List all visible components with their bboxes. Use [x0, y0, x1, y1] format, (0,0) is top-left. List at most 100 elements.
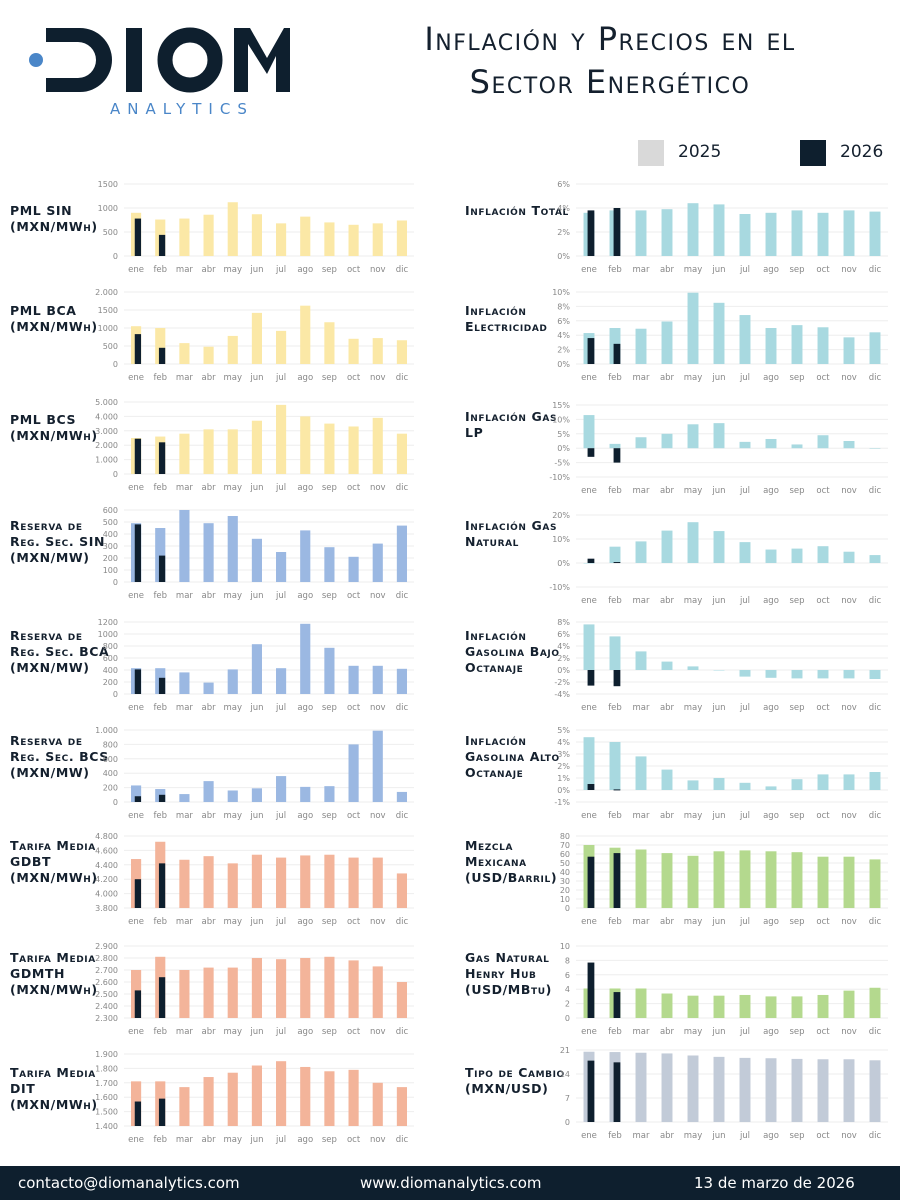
x-tick-label: mar [176, 373, 193, 383]
x-tick-label: jul [275, 373, 286, 383]
x-tick-label: jul [739, 917, 750, 927]
x-tick-label: jul [739, 1027, 750, 1037]
x-tick-label: mar [633, 703, 650, 713]
chart-label-line: Reserva de [10, 628, 83, 643]
y-tick-label: 1.800 [95, 1064, 118, 1073]
header: ANALYTICS Inflación y Precios en el Sect… [0, 0, 900, 130]
bar-2025 [227, 516, 238, 582]
x-tick-label: mar [633, 265, 650, 275]
bar-2025 [713, 302, 725, 364]
bar-2026 [613, 1062, 621, 1122]
x-tick-label: nov [841, 486, 857, 496]
bar-2025 [791, 852, 803, 908]
bar-2025 [179, 218, 190, 256]
bar-2026 [613, 562, 621, 564]
x-tick-label: sep [789, 265, 804, 275]
bar-2025 [251, 854, 262, 908]
bar-2025 [765, 549, 777, 563]
x-tick-label: oct [347, 483, 361, 493]
x-tick-label: may [684, 811, 703, 821]
chart-label-line: GDMTH [10, 966, 66, 981]
x-tick-label: oct [816, 917, 830, 927]
y-tick-label: 8% [557, 618, 570, 627]
bar-2026 [587, 338, 595, 364]
y-tick-label: 1.700 [95, 1079, 118, 1088]
x-tick-label: jul [275, 1135, 286, 1145]
footer-website[interactable]: www.diomanalytics.com [360, 1174, 542, 1192]
x-tick-label: sep [322, 591, 337, 601]
y-tick-label: 5% [557, 726, 570, 735]
bar-2025 [276, 1061, 287, 1126]
y-tick-label: 300 [103, 542, 118, 551]
chart-label-line: Tarifa Media [10, 838, 96, 853]
footer-email[interactable]: contacto@diomanalytics.com [18, 1174, 240, 1192]
bar-2025 [869, 448, 881, 449]
x-tick-label: oct [816, 703, 830, 713]
chart-label-line: Gasolina Alto [465, 749, 560, 764]
x-tick-label: mar [176, 811, 193, 821]
chart-label-line: Tarifa Media [10, 950, 96, 965]
bar-2026 [613, 208, 621, 256]
x-tick-label: ago [763, 917, 779, 927]
x-tick-label: nov [370, 483, 386, 493]
x-tick-label: jul [275, 591, 286, 601]
bar-2025 [131, 785, 142, 802]
bar-2025 [843, 337, 855, 364]
bar-2025 [661, 853, 673, 908]
chart-label-line: LP [465, 425, 484, 440]
bar-2025 [713, 670, 725, 671]
y-tick-label: 5.000 [95, 398, 118, 407]
chart-label-line: Inflación Gas [465, 409, 558, 424]
bar-2025 [348, 744, 359, 802]
bar-2025 [661, 1053, 673, 1122]
bar-2026 [613, 343, 621, 364]
x-tick-label: ago [297, 703, 313, 713]
x-tick-label: jun [711, 1027, 725, 1037]
bar-2025 [227, 1072, 238, 1126]
x-tick-label: feb [608, 1131, 622, 1141]
bar-2025 [300, 1066, 311, 1126]
y-tick-label: 600 [103, 506, 118, 515]
chart-pml-bcs: 0 1.000 2.000 3.000 4.000 5.000 ene feb mar abr ma… [95, 398, 414, 493]
bar-2025 [251, 538, 262, 582]
x-tick-label: nov [841, 811, 857, 821]
logo-subtitle: ANALYTICS [110, 100, 254, 118]
y-tick-label: 1200 [98, 618, 118, 627]
bar-2025 [251, 214, 262, 256]
chart-label-mezcla-mexicana: Mezcla Mexicana (USD/Barril) [465, 838, 585, 886]
bar-2025 [348, 665, 359, 694]
bar-2025 [203, 523, 214, 582]
x-tick-label: may [684, 373, 703, 383]
x-tick-label: jun [711, 1131, 725, 1141]
y-tick-label: 4.800 [95, 832, 118, 841]
x-tick-label: mar [176, 265, 193, 275]
y-tick-label: 2.000 [95, 288, 118, 297]
bar-2025 [324, 786, 335, 802]
x-tick-label: nov [841, 917, 857, 927]
y-tick-label: 2.600 [95, 978, 118, 987]
x-tick-label: sep [789, 917, 804, 927]
x-tick-label: jul [739, 486, 750, 496]
y-tick-label: 0 [565, 1118, 570, 1127]
legend-swatch-2026 [800, 140, 826, 166]
x-tick-label: sep [322, 265, 337, 275]
x-tick-label: ene [581, 596, 597, 606]
y-tick-label: 0% [557, 360, 570, 369]
bar-2025 [817, 774, 829, 790]
x-tick-label: jun [249, 483, 263, 493]
chart-pml-bca: 0 500 1000 1500 2.000 ene feb mar abr may jun jul ag… [95, 288, 414, 383]
bar-2025 [687, 855, 699, 908]
x-tick-label: ene [128, 265, 144, 275]
bar-2026 [587, 210, 595, 256]
x-tick-label: oct [347, 1027, 361, 1037]
y-tick-label: 80 [560, 832, 570, 841]
bar-2025 [687, 780, 699, 790]
x-tick-label: nov [841, 373, 857, 383]
x-tick-label: may [223, 703, 242, 713]
chart-label-line: Inflación Total [465, 203, 569, 218]
y-tick-label: 2% [557, 654, 570, 663]
bar-2025 [372, 417, 383, 474]
y-tick-label: -2% [554, 678, 570, 687]
x-tick-label: ene [128, 917, 144, 927]
bar-2025 [687, 995, 699, 1018]
